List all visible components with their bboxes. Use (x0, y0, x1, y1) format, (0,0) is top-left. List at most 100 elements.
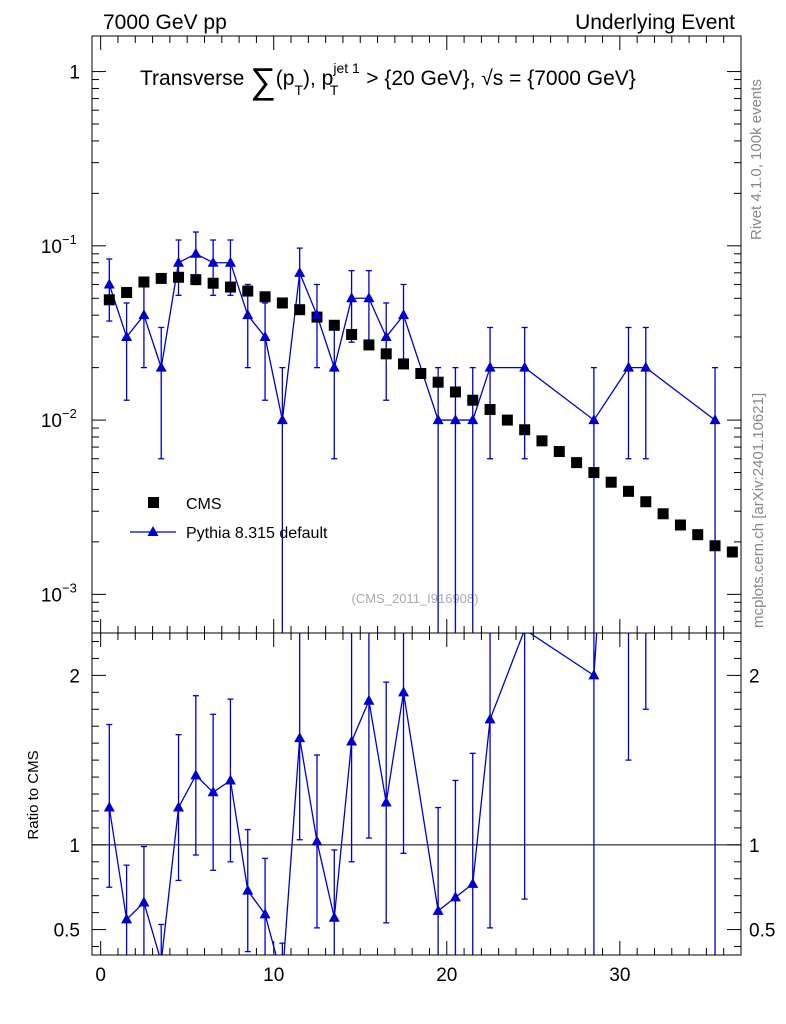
ratio-axis-ticks: 0.5 0.51 12 20 10 20 30 (54, 633, 775, 986)
ratio-xtick-label: 10 (263, 965, 284, 986)
header-left-label: 7000 GeV pp (103, 11, 227, 34)
ratio-point (363, 694, 375, 705)
cms-point (640, 496, 652, 508)
cms-point (224, 281, 236, 293)
pythia-point (640, 361, 652, 372)
ratio-point (138, 896, 150, 907)
analysis-watermark: (CMS_2011_I916908) (352, 591, 479, 606)
cms-point (259, 291, 271, 303)
ratio-point (311, 835, 323, 846)
ratio-point (190, 769, 202, 780)
cms-point (536, 435, 548, 447)
pythia-point (588, 414, 600, 425)
cms-point (415, 368, 427, 380)
ratio-panel-frame (91, 632, 742, 956)
cms-point (103, 294, 115, 306)
pythia-point (121, 330, 133, 341)
ratio-point (588, 669, 600, 680)
pythia-point (363, 292, 375, 303)
cms-point (207, 277, 219, 289)
cms-point (432, 376, 444, 388)
pythia-point (380, 330, 392, 341)
pythia-point (709, 414, 721, 425)
pythia-point (259, 330, 271, 341)
side-label-mcplots: mcplots.cern.ch [arXiv:2401.10621] (750, 393, 767, 628)
pythia-point (103, 278, 115, 289)
cms-point (692, 529, 704, 541)
pythia-point (449, 414, 461, 425)
ratio-point (467, 877, 479, 888)
ratio-point (173, 801, 185, 812)
pythia-point (138, 309, 150, 320)
pythia-point (294, 266, 306, 277)
main-ytick-exponent: −1 (62, 232, 77, 247)
ratio-point (346, 735, 358, 746)
ratio-point (398, 686, 410, 697)
ratio-ytick-label-left: 2 (69, 666, 80, 687)
main-ytick-exponent: −2 (62, 406, 77, 421)
pythia-point (207, 256, 219, 267)
ratio-ytick-label-right: 1 (749, 836, 760, 857)
cms-point (674, 519, 686, 531)
ratio-xtick-label: 20 (436, 965, 457, 986)
cms-point (501, 414, 513, 426)
cms-point (605, 476, 617, 488)
ratio-point (242, 884, 254, 895)
cms-point (294, 304, 306, 316)
cms-point (190, 274, 202, 286)
cms-point (138, 276, 150, 288)
cms-point (121, 286, 133, 298)
pythia-point (467, 414, 479, 425)
main-axis-ticks: 110−110−210−3 (41, 36, 741, 634)
cms-point (553, 446, 565, 458)
pythia-point (623, 361, 635, 372)
cms-point (173, 271, 185, 283)
pythia-point (311, 309, 323, 320)
ratio-point (121, 913, 133, 924)
side-label-rivet: Rivet 4.1.0, 100k events (748, 79, 765, 240)
legend-marker-cms (148, 497, 159, 508)
cms-point (449, 386, 461, 398)
cms-point (276, 297, 288, 309)
ratio-point (449, 891, 461, 902)
cms-point (623, 485, 635, 497)
pythia-point (519, 361, 531, 372)
ratio-point (224, 774, 236, 785)
ratio-point (294, 732, 306, 743)
ratio-xtick-label: 30 (609, 965, 630, 986)
cms-point (155, 272, 167, 284)
cms-point (571, 457, 583, 469)
main-ytick-label: 10 (41, 585, 62, 606)
ratio-ylabel: Ratio to CMS (25, 750, 42, 839)
pythia-point (242, 309, 254, 320)
ratio-point (484, 713, 496, 724)
legend: CMS Pythia 8.315 default (130, 496, 328, 542)
ratio-xtick-label: 0 (95, 965, 106, 986)
pythia-point (432, 414, 444, 425)
ratio-point (328, 911, 340, 922)
cms-point (726, 546, 738, 558)
main-ytick-label: 1 (69, 63, 80, 84)
ratio-ytick-label-right: 2 (749, 666, 760, 687)
legend-marker-pythia (147, 526, 159, 536)
pythia-point (346, 292, 358, 303)
cms-point (380, 348, 392, 360)
cms-point (709, 540, 721, 552)
cms-point (657, 508, 669, 520)
header-right-label: Underlying Event (575, 11, 735, 34)
cms-point (328, 319, 340, 331)
main-ytick-label: 10 (41, 237, 62, 258)
cms-point (519, 424, 531, 436)
ratio-clipped-group (92, 633, 741, 955)
cms-point (588, 467, 600, 479)
ratio-point (207, 786, 219, 797)
ratio-point (432, 904, 444, 915)
pythia-point (190, 247, 202, 258)
cms-point (398, 358, 410, 370)
ratio-point (519, 633, 531, 634)
sum-symbol: ∑ (250, 60, 276, 101)
main-data-layer (103, 231, 738, 633)
main-ytick-exponent: −3 (62, 580, 77, 595)
